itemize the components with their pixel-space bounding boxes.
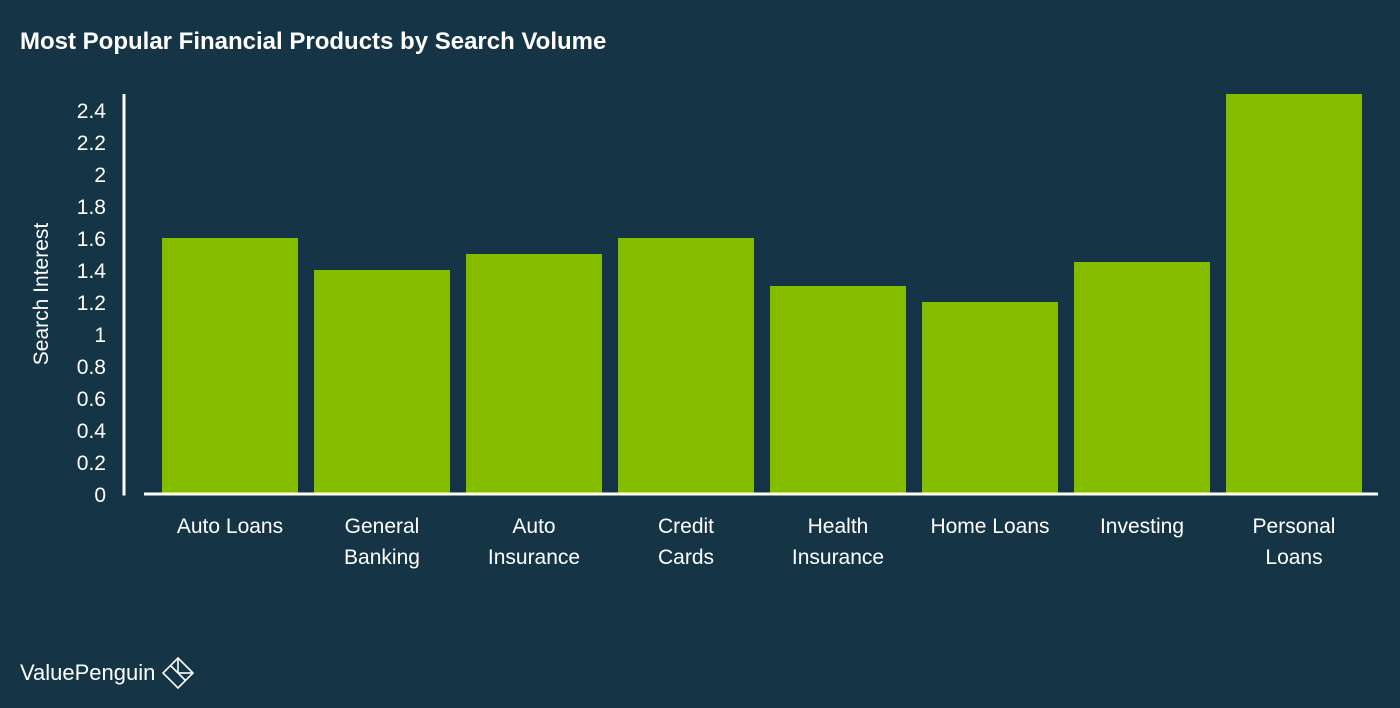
y-tick-label: 0.8: [77, 356, 106, 379]
bar: [922, 302, 1058, 494]
x-category-label: Auto Loans: [177, 515, 283, 538]
y-tick-label: 2: [94, 164, 106, 187]
y-tick-label: 0.2: [77, 452, 106, 475]
chart-title: Most Popular Financial Products by Searc…: [20, 28, 607, 55]
y-tick-label: 1.8: [77, 196, 106, 219]
x-category-label: Investing: [1100, 515, 1184, 538]
y-tick-label: 2.4: [77, 100, 107, 123]
bar: [618, 238, 754, 494]
brand-name: ValuePenguin: [20, 660, 156, 685]
bar-chart: 0 0.2 0.4 0.6 0.8 1 1.2 1.4 1.6 1.8 2 2.2 2.4 Auto L…: [30, 94, 1378, 569]
y-tick-label: 0.4: [77, 420, 107, 443]
bar: [1226, 94, 1362, 494]
brand: ValuePenguin: [20, 656, 195, 690]
y-tick-label: 0.6: [77, 388, 106, 411]
y-tick-label: 1: [94, 324, 106, 347]
x-category-label: Health Insurance: [792, 515, 884, 569]
bar: [314, 270, 450, 494]
bars: [162, 94, 1362, 494]
x-category-label: General Banking: [344, 515, 420, 569]
y-tick-label: 1.2: [77, 292, 106, 315]
bar: [466, 254, 602, 494]
x-category-label: Auto Insurance: [488, 515, 580, 569]
y-tick-label: 1.4: [77, 260, 107, 283]
y-tick-label: 2.2: [77, 132, 106, 155]
y-axis-title: Search Interest: [30, 223, 53, 366]
x-category-label: Personal Loans: [1253, 515, 1336, 569]
y-tick-label: 0: [94, 484, 106, 507]
x-axis-labels: Auto Loans General Banking Auto Insurance Cre…: [177, 515, 1336, 569]
bar: [1074, 262, 1210, 494]
y-tick-label: 1.6: [77, 228, 106, 251]
penguin-diamond-icon: [162, 656, 195, 690]
bar: [770, 286, 906, 494]
x-category-label: Credit Cards: [658, 515, 714, 569]
bar: [162, 238, 298, 494]
y-axis-ticks: 0 0.2 0.4 0.6 0.8 1 1.2 1.4 1.6 1.8 2 2.2 2.4: [77, 100, 107, 507]
x-category-label: Home Loans: [930, 515, 1049, 538]
